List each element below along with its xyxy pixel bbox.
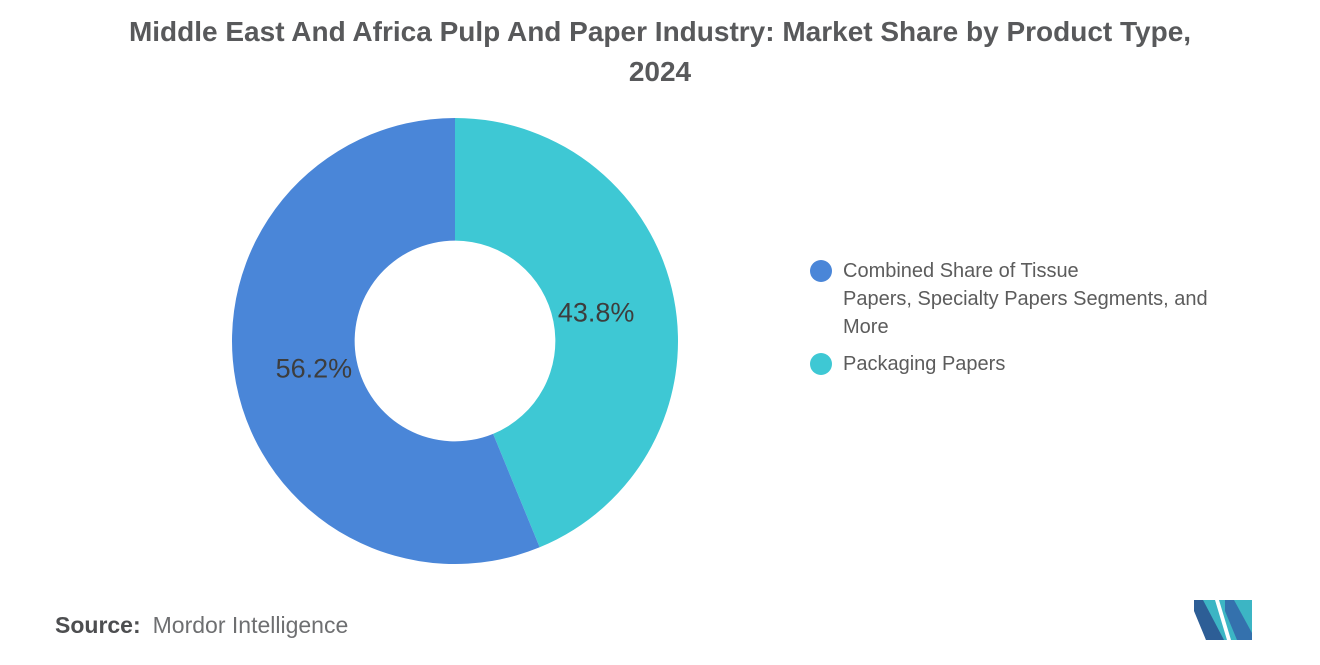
legend: Combined Share of Tissue Papers, Special…: [810, 257, 1208, 378]
slice-value-label-1: 43.8%: [557, 297, 635, 328]
donut-chart: 43.8% 56.2%: [232, 118, 678, 564]
logo-left-stroke-dark-blue: [1194, 600, 1224, 640]
donut-slice-1[interactable]: [455, 118, 678, 548]
logo-right-stroke-blue: [1225, 600, 1252, 640]
legend-item-combined-share[interactable]: Combined Share of Tissue Papers, Special…: [810, 257, 1208, 341]
source-name: Mordor Intelligence: [152, 612, 349, 638]
legend-label-packaging-papers: Packaging Papers: [843, 353, 1006, 375]
donut-slice-0[interactable]: [232, 118, 540, 564]
legend-item-packaging-papers[interactable]: Packaging Papers: [810, 350, 1208, 378]
legend-label-combined-share: Combined Share of Tissue Papers, Special…: [843, 260, 1208, 338]
chart-title: Middle East And Africa Pulp And Paper In…: [128, 16, 1192, 87]
source-row: Source: Mordor Intelligence: [55, 612, 348, 639]
donut-svg: [232, 118, 678, 564]
legend-marker-combined-share: [810, 260, 832, 282]
legend-marker-packaging-papers: [810, 353, 832, 375]
slice-value-label-0: 56.2%: [275, 353, 353, 384]
mordor-intelligence-logo: [1194, 600, 1252, 640]
source-prefix-label: Source:: [55, 612, 141, 638]
